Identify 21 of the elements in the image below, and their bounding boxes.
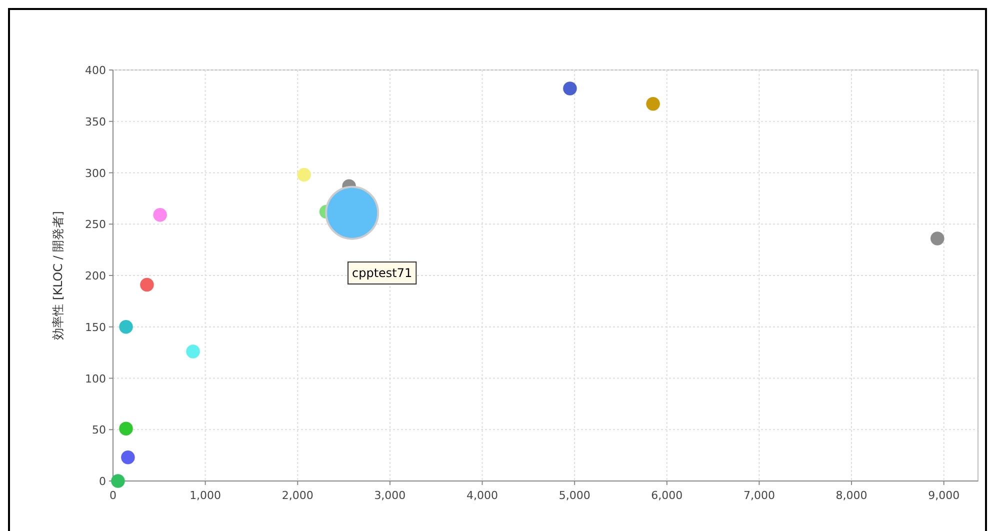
x-tick-label: 1,000 (190, 489, 222, 502)
y-tick-label: 100 (85, 372, 106, 386)
y-tick-label: 0 (99, 475, 106, 488)
x-tick-label: 0 (110, 489, 116, 502)
y-tick-label: 300 (85, 166, 106, 180)
x-tick-label: 6,000 (651, 489, 683, 502)
x-tick-label: 7,000 (743, 489, 775, 502)
x-tick-label: 2,000 (282, 489, 314, 502)
y-tick-label: 350 (85, 115, 106, 128)
y-axis-title: 効率性 [KLOC / 開発者] (51, 211, 65, 340)
annotation: cpptest71 (352, 266, 412, 280)
x-tick-label: 9,000 (928, 489, 960, 502)
y-tick-label: 150 (85, 320, 106, 334)
x-tick-label: 4,000 (466, 489, 498, 502)
y-tick-label: 250 (85, 218, 106, 232)
x-tick-label: 5,000 (558, 489, 590, 502)
y-tick-label: 50 (92, 424, 106, 437)
x-tick-label: 8,000 (836, 489, 868, 502)
y-tick-label: 200 (85, 270, 106, 282)
y-tick-label: 400 (85, 64, 106, 77)
x-tick-label: 3,000 (374, 489, 406, 502)
